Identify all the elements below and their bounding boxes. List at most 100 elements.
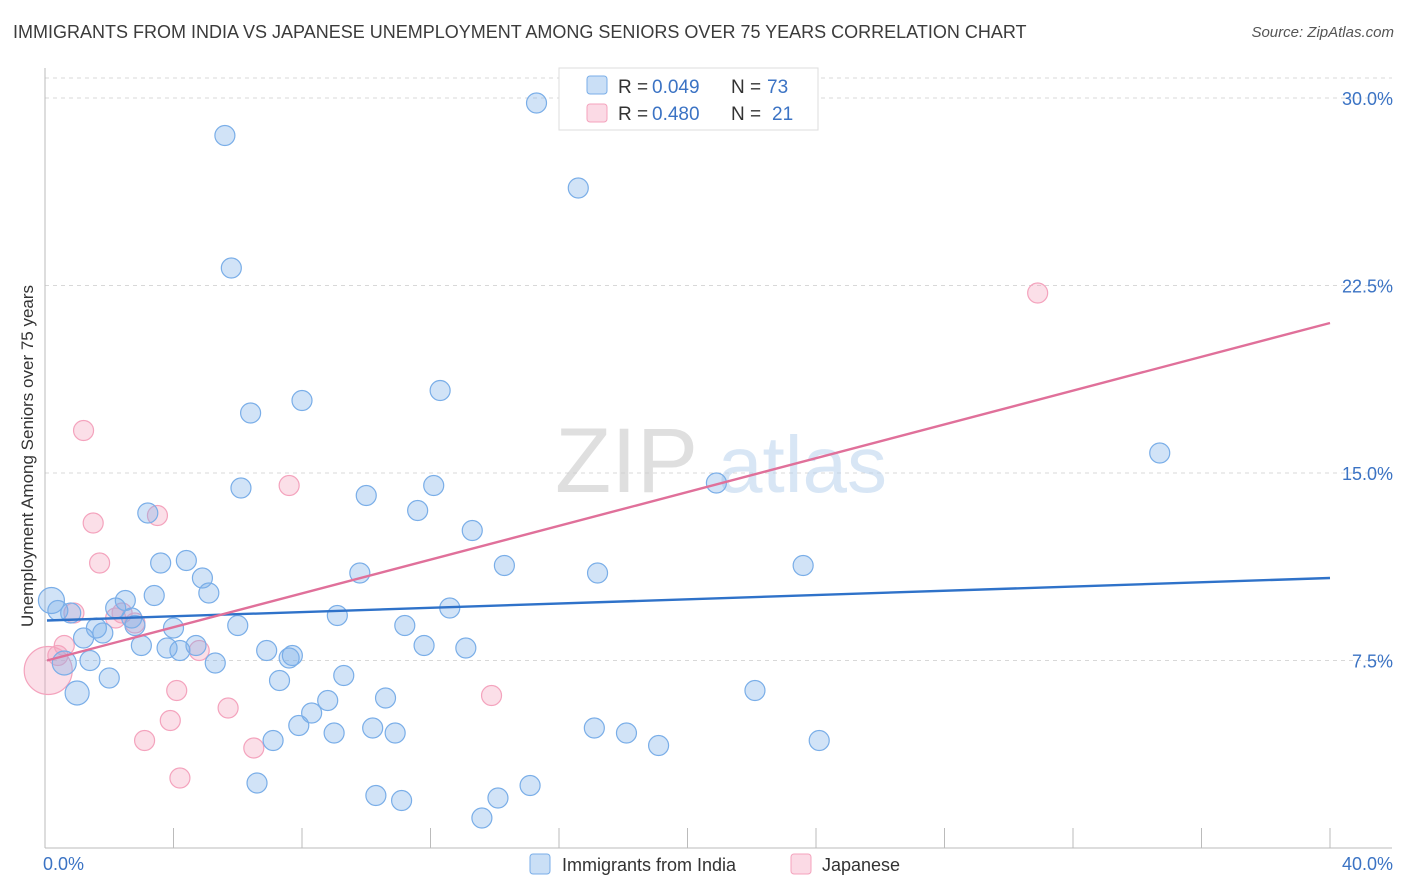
india-point [461, 519, 483, 542]
legend-india-n-value: 73 [767, 77, 788, 98]
india-point [278, 647, 300, 669]
india-point [64, 680, 90, 706]
india-point [281, 644, 303, 667]
y-tick-label: 7.5% [1352, 652, 1393, 672]
legend: R = 0.049 N = 73 R = 0.480 N = 21 [558, 67, 819, 131]
japanese-point [1027, 282, 1049, 304]
india-point [291, 389, 313, 412]
japanese-point [278, 474, 300, 497]
grid-layer [45, 77, 1392, 661]
japanese-point [72, 419, 95, 442]
trend-layer [46, 321, 1331, 662]
bottom-legend: Immigrants from India Japanese [529, 853, 900, 875]
x-tick-label: 0.0% [43, 854, 84, 874]
y-tick-label: 15.0% [1342, 464, 1393, 484]
japanese-point [89, 552, 111, 574]
india-point [240, 402, 262, 424]
india-point [429, 379, 451, 402]
bottom-legend-india-swatch [529, 853, 551, 875]
legend-japanese-r-label: R = [618, 104, 653, 125]
legend-japanese-swatch [586, 103, 608, 123]
legend-india-r-label: R = [618, 77, 653, 98]
india-point [374, 687, 397, 709]
india-point [301, 702, 323, 724]
points-layer [23, 92, 1171, 829]
india-point [262, 729, 284, 752]
india-point [268, 669, 291, 692]
india-point [79, 649, 101, 672]
legend-india-swatch [586, 75, 608, 95]
japanese-point [23, 645, 73, 696]
india-point [567, 177, 589, 199]
india-point [583, 717, 605, 739]
india-point [413, 634, 435, 657]
india-point [143, 584, 165, 607]
legend-japanese-n-label: N = [731, 104, 766, 125]
india-point [169, 639, 191, 662]
japanese-point [169, 767, 191, 789]
india-point [317, 689, 339, 712]
india-point [1149, 442, 1171, 464]
india-point [124, 614, 146, 637]
india-point [519, 774, 541, 797]
legend-box [558, 67, 819, 131]
watermark-zip: ZIP [555, 410, 698, 512]
india-point [362, 717, 384, 739]
india-point [230, 477, 252, 499]
india-point [333, 664, 355, 687]
japanese-trend-line [46, 321, 1331, 662]
india-point [615, 722, 638, 744]
bottom-legend-japanese-swatch [790, 853, 812, 875]
india-point [586, 562, 609, 584]
india-point [525, 92, 548, 114]
japanese-point [480, 684, 503, 707]
legend-india-r-value: 0.049 [652, 77, 700, 98]
india-point [647, 734, 670, 757]
india-point [37, 586, 66, 615]
india-point [98, 667, 120, 689]
india-point [326, 604, 348, 627]
axis-layer: 7.5% 15.0% 22.5% 30.0% 0.0% 40.0% [43, 68, 1393, 874]
watermark-atlas: atlas [718, 420, 887, 509]
india-point [407, 499, 429, 522]
india-point [744, 679, 766, 702]
india-point [198, 582, 220, 604]
india-trend-line [46, 576, 1331, 622]
india-point [150, 552, 172, 574]
india-point [246, 772, 268, 794]
japanese-point [166, 679, 188, 702]
india-point [60, 602, 82, 624]
india-point [220, 257, 242, 279]
india-point [390, 789, 413, 812]
japanese-point [243, 737, 265, 759]
india-point [185, 634, 207, 657]
india-point [455, 637, 477, 659]
japanese-point [159, 709, 181, 732]
india-point [493, 554, 515, 577]
india-point [355, 484, 377, 507]
india-point [92, 622, 114, 644]
x-tick-label: 40.0% [1342, 854, 1393, 874]
y-tick-label: 30.0% [1342, 89, 1393, 109]
india-point [175, 549, 197, 572]
japanese-point [217, 697, 239, 719]
watermark: ZIP atlas [555, 410, 887, 512]
legend-japanese-n-value: 21 [772, 104, 793, 125]
india-point [214, 124, 236, 147]
legend-india-n-label: N = [731, 77, 766, 98]
bottom-legend-japanese-label: Japanese [822, 855, 900, 875]
india-point [365, 784, 387, 807]
india-point [394, 614, 416, 637]
japanese-point [133, 729, 156, 752]
india-point [471, 807, 493, 829]
india-point [137, 502, 159, 524]
india-point [323, 722, 345, 744]
india-point [384, 722, 406, 744]
chart-title: IMMIGRANTS FROM INDIA VS JAPANESE UNEMPL… [13, 22, 1027, 42]
india-point [487, 787, 509, 809]
y-axis-label: Unemployment Among Seniors over 75 years [18, 285, 37, 627]
india-point [204, 652, 226, 674]
japanese-point [82, 512, 104, 534]
india-point [227, 614, 249, 637]
